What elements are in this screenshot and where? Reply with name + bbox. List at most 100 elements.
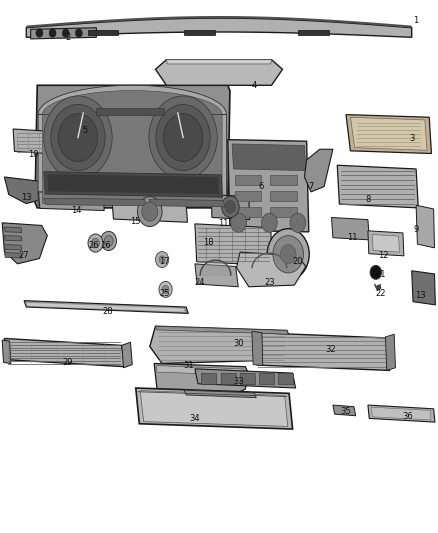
- Circle shape: [149, 96, 217, 179]
- Text: 27: 27: [19, 252, 29, 260]
- Polygon shape: [368, 405, 435, 422]
- Polygon shape: [371, 407, 431, 420]
- Polygon shape: [412, 271, 435, 305]
- Text: 12: 12: [378, 252, 389, 260]
- Polygon shape: [35, 85, 230, 208]
- Polygon shape: [2, 340, 11, 364]
- Text: 4: 4: [251, 81, 257, 90]
- Polygon shape: [47, 174, 219, 194]
- Polygon shape: [122, 342, 132, 368]
- Polygon shape: [221, 373, 237, 385]
- Circle shape: [51, 104, 105, 171]
- Polygon shape: [4, 227, 22, 232]
- Text: 25: 25: [159, 289, 170, 297]
- Polygon shape: [39, 192, 104, 211]
- Text: 24: 24: [194, 278, 205, 287]
- Polygon shape: [195, 224, 272, 265]
- Polygon shape: [155, 326, 288, 334]
- Polygon shape: [4, 253, 22, 258]
- Polygon shape: [232, 144, 306, 171]
- Text: 16: 16: [100, 241, 110, 249]
- Text: 9: 9: [413, 225, 419, 233]
- Text: 28: 28: [102, 308, 113, 316]
- Polygon shape: [149, 199, 225, 207]
- Polygon shape: [140, 391, 288, 426]
- Polygon shape: [235, 175, 261, 185]
- Polygon shape: [195, 369, 296, 388]
- Polygon shape: [166, 60, 272, 64]
- Polygon shape: [235, 191, 261, 201]
- Polygon shape: [332, 217, 369, 240]
- Polygon shape: [237, 252, 306, 287]
- Text: 6: 6: [258, 182, 263, 191]
- Text: 15: 15: [131, 217, 141, 225]
- Circle shape: [155, 252, 169, 268]
- Polygon shape: [13, 129, 65, 155]
- Text: 34: 34: [190, 414, 200, 423]
- Circle shape: [222, 196, 239, 217]
- Text: 35: 35: [341, 407, 351, 416]
- Circle shape: [104, 236, 113, 246]
- Text: 26: 26: [89, 241, 99, 249]
- Circle shape: [159, 256, 165, 263]
- Text: 22: 22: [376, 289, 386, 297]
- Polygon shape: [44, 198, 147, 206]
- Polygon shape: [184, 390, 256, 398]
- Polygon shape: [2, 223, 47, 264]
- Polygon shape: [24, 301, 188, 313]
- Circle shape: [273, 236, 304, 273]
- Circle shape: [163, 114, 203, 161]
- Polygon shape: [184, 30, 215, 35]
- Text: 2: 2: [65, 33, 71, 42]
- Polygon shape: [201, 373, 217, 385]
- Text: 29: 29: [63, 358, 73, 367]
- Polygon shape: [385, 334, 396, 370]
- Text: 13: 13: [21, 193, 32, 201]
- Text: 36: 36: [402, 413, 413, 421]
- Text: 14: 14: [71, 206, 82, 215]
- Polygon shape: [333, 405, 356, 416]
- Circle shape: [159, 281, 172, 297]
- Polygon shape: [136, 388, 293, 429]
- Text: 11: 11: [218, 220, 229, 228]
- Polygon shape: [150, 326, 293, 364]
- Polygon shape: [96, 108, 164, 115]
- Polygon shape: [4, 338, 125, 367]
- Polygon shape: [195, 264, 238, 287]
- Text: 21: 21: [376, 270, 386, 279]
- Polygon shape: [350, 117, 427, 150]
- Circle shape: [101, 231, 117, 251]
- Text: 8: 8: [365, 196, 371, 204]
- Text: 20: 20: [293, 257, 303, 265]
- Circle shape: [290, 213, 306, 232]
- Polygon shape: [26, 18, 412, 37]
- Text: 30: 30: [233, 340, 244, 348]
- Text: 32: 32: [325, 345, 336, 353]
- Circle shape: [49, 29, 56, 37]
- Text: 31: 31: [183, 361, 194, 369]
- Polygon shape: [270, 175, 297, 185]
- Polygon shape: [88, 30, 118, 35]
- Circle shape: [156, 104, 210, 171]
- Polygon shape: [4, 245, 22, 250]
- Polygon shape: [240, 373, 255, 385]
- Circle shape: [75, 29, 82, 37]
- Polygon shape: [31, 28, 96, 39]
- Polygon shape: [270, 207, 297, 217]
- Polygon shape: [211, 195, 250, 220]
- Text: 5: 5: [83, 126, 88, 135]
- Polygon shape: [38, 85, 226, 205]
- Polygon shape: [156, 366, 245, 375]
- Polygon shape: [235, 207, 261, 217]
- Polygon shape: [337, 165, 418, 208]
- Polygon shape: [42, 91, 222, 204]
- Polygon shape: [304, 149, 333, 192]
- Circle shape: [44, 96, 112, 179]
- Polygon shape: [254, 333, 390, 370]
- Circle shape: [92, 238, 99, 248]
- Circle shape: [261, 213, 277, 232]
- Circle shape: [225, 200, 236, 213]
- Polygon shape: [228, 140, 309, 232]
- Circle shape: [370, 265, 381, 279]
- Text: 13: 13: [415, 292, 426, 300]
